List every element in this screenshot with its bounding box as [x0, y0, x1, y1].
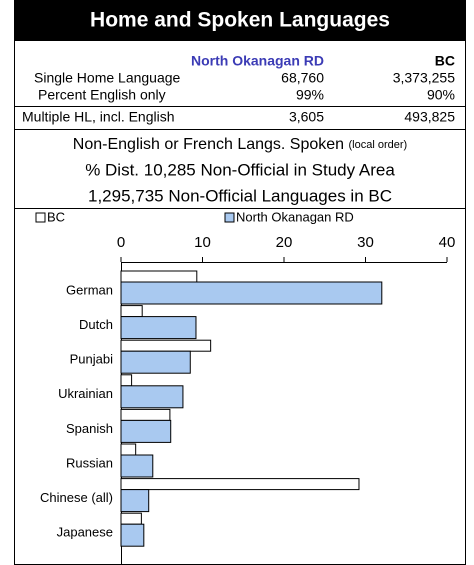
bar [120, 385, 184, 409]
title-bar [14, 0, 466, 40]
note-text: Non-English or French Langs. Spoken [73, 136, 344, 153]
bar [120, 339, 212, 352]
note: Non-English or French Langs. Spoken (loc… [73, 136, 407, 153]
cell: 3,605 [289, 109, 324, 125]
bar [120, 523, 145, 547]
column-header: North Okanagan RD [191, 53, 324, 69]
x-tick-label: 20 [276, 234, 293, 251]
bar [120, 350, 191, 374]
row-label: Multiple HL, incl. English [22, 109, 175, 125]
column-header: BC [435, 53, 455, 69]
title: Home and Spoken Languages [90, 9, 390, 32]
y-tick-label: Spanish [66, 421, 113, 436]
cell: 493,825 [404, 109, 455, 125]
bar [120, 512, 142, 525]
legend-swatch [224, 212, 235, 223]
cell: 90% [427, 87, 455, 103]
row-label: Single Home Language [34, 70, 181, 86]
bar [120, 305, 143, 318]
note-small: (local order) [349, 139, 408, 151]
note: 1,295,735 Non-Official Languages in BC [88, 186, 392, 205]
bar [120, 454, 154, 478]
bar [120, 316, 197, 340]
x-tick-label: 10 [194, 234, 211, 251]
x-tick-label: 30 [357, 234, 374, 251]
cell: 68,760 [281, 70, 324, 86]
y-tick-label: Dutch [79, 317, 113, 332]
bar [120, 270, 198, 283]
y-tick-label: Japanese [57, 525, 113, 540]
y-tick-label: German [66, 282, 113, 297]
y-tick-label: Chinese (all) [40, 490, 113, 505]
y-tick-label: Punjabi [70, 352, 113, 367]
x-tick-label: 40 [439, 234, 456, 251]
legend-label: BC [47, 209, 65, 224]
bar [120, 419, 172, 443]
note: % Dist. 10,285 Non-Official in Study Are… [85, 160, 395, 179]
bar [120, 443, 137, 456]
bar [120, 281, 383, 305]
y-tick-label: Russian [66, 455, 113, 470]
legend-label: North Okanagan RD [236, 209, 354, 224]
bar [120, 478, 360, 491]
x-tick-label: 0 [117, 234, 125, 251]
y-tick-label: Ukrainian [58, 386, 113, 401]
row-label: Percent English only [38, 87, 166, 103]
bar [120, 489, 150, 513]
legend-swatch [35, 212, 46, 223]
bar [120, 408, 171, 421]
bar [120, 374, 133, 387]
cell: 3,373,255 [393, 70, 455, 86]
cell: 99% [296, 87, 324, 103]
